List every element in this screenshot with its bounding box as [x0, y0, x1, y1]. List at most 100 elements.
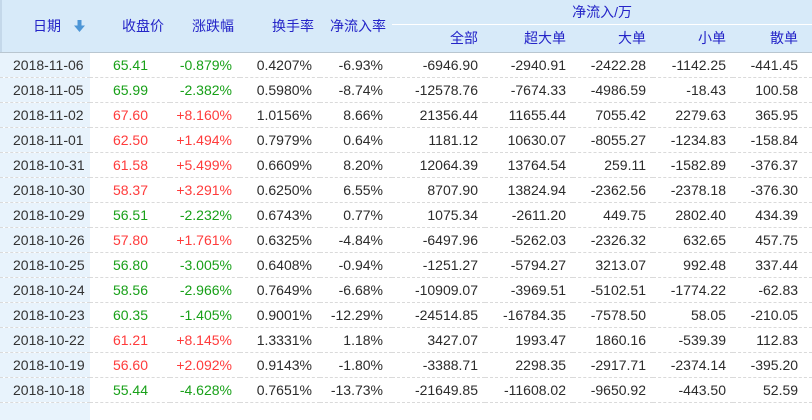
cell-all: -21649.85 [392, 376, 485, 402]
column-header-small: 小单 [653, 24, 733, 53]
cell-scattered: -376.30 [733, 176, 812, 202]
cell-turnover: 0.7649% [240, 276, 320, 302]
cell-large: -8055.27 [573, 126, 653, 152]
cell-change: -0.879% [170, 52, 240, 77]
cell-large: -2362.56 [573, 176, 653, 202]
column-header-all: 全部 [392, 24, 485, 53]
cell-large [573, 401, 653, 420]
table-row: 2018-10-25 56.80 -3.005% 0.6408% -0.94% … [0, 251, 812, 277]
column-group-net-inflow: 净流入/万 [392, 0, 812, 25]
table-row-partial [0, 401, 812, 420]
cell-large: -2917.71 [573, 351, 653, 377]
cell-all: -10909.07 [392, 276, 485, 302]
cell-change [170, 401, 240, 420]
cell-super-large: -2940.91 [485, 52, 573, 77]
cell-all: 3427.07 [392, 326, 485, 352]
cell-large: 7055.42 [573, 101, 653, 127]
table-row: 2018-10-31 61.58 +5.499% 0.6609% 8.20% 1… [0, 151, 812, 177]
cell-inflow-rate: 8.66% [320, 101, 392, 127]
cell-small: -1774.22 [653, 276, 733, 302]
header-left-edge [0, 0, 2, 52]
cell-change: +1.761% [170, 226, 240, 252]
table-body: 2018-11-06 65.41 -0.879% 0.4207% -6.93% … [0, 52, 812, 420]
cell-change: +5.499% [170, 151, 240, 177]
cell-large: 259.11 [573, 151, 653, 177]
cell-turnover: 0.6743% [240, 201, 320, 227]
cell-turnover: 0.6408% [240, 251, 320, 277]
cell-super-large: 13764.54 [485, 151, 573, 177]
cell-small: 632.65 [653, 226, 733, 252]
cell-inflow-rate: -1.80% [320, 351, 392, 377]
cell-turnover: 1.3331% [240, 326, 320, 352]
cell-inflow-rate: 0.64% [320, 126, 392, 152]
cell-close: 61.58 [90, 151, 170, 177]
column-header-date[interactable]: 日期 [0, 0, 90, 53]
cell-change: -2.966% [170, 276, 240, 302]
cell-scattered: -210.05 [733, 301, 812, 327]
cell-small: 2802.40 [653, 201, 733, 227]
table-row: 2018-10-26 57.80 +1.761% 0.6325% -4.84% … [0, 226, 812, 252]
column-header-super-large: 超大单 [485, 24, 573, 53]
cell-small: -2378.18 [653, 176, 733, 202]
cell-super-large: 2298.35 [485, 351, 573, 377]
cell-close: 58.37 [90, 176, 170, 202]
cell-change: +2.092% [170, 351, 240, 377]
cell-date: 2018-11-02 [0, 101, 90, 127]
cell-date: 2018-10-31 [0, 151, 90, 177]
cell-date: 2018-10-22 [0, 326, 90, 352]
column-header-inflow-rate: 净流入率 [320, 0, 392, 53]
cell-date: 2018-10-30 [0, 176, 90, 202]
cell-all: 21356.44 [392, 101, 485, 127]
cell-large: 3213.07 [573, 251, 653, 277]
cell-all: -6497.96 [392, 226, 485, 252]
table-row: 2018-11-02 67.60 +8.160% 1.0156% 8.66% 2… [0, 101, 812, 127]
cell-all: -3388.71 [392, 351, 485, 377]
cell-super-large [485, 401, 573, 420]
cell-scattered: 434.39 [733, 201, 812, 227]
table-row: 2018-11-06 65.41 -0.879% 0.4207% -6.93% … [0, 52, 812, 77]
cell-small: -18.43 [653, 76, 733, 102]
cell-small: 58.05 [653, 301, 733, 327]
cell-close: 55.44 [90, 376, 170, 402]
cell-super-large: -11608.02 [485, 376, 573, 402]
table-row: 2018-10-19 56.60 +2.092% 0.9143% -1.80% … [0, 351, 812, 377]
cell-all: -24514.85 [392, 301, 485, 327]
cell-change: -2.232% [170, 201, 240, 227]
cell-large: 449.75 [573, 201, 653, 227]
cell-turnover: 0.9143% [240, 351, 320, 377]
cell-inflow-rate: 1.18% [320, 326, 392, 352]
cell-turnover: 0.4207% [240, 52, 320, 77]
cell-super-large: 13824.94 [485, 176, 573, 202]
cell-close: 56.51 [90, 201, 170, 227]
table-row: 2018-10-23 60.35 -1.405% 0.9001% -12.29%… [0, 301, 812, 327]
cell-large: -7578.50 [573, 301, 653, 327]
cell-change: -1.405% [170, 301, 240, 327]
date-header-label: 日期 [33, 17, 61, 34]
cell-super-large: -16784.35 [485, 301, 573, 327]
cell-super-large: -7674.33 [485, 76, 573, 102]
cell-close: 56.60 [90, 351, 170, 377]
cell-inflow-rate: 8.20% [320, 151, 392, 177]
cell-change: +8.160% [170, 101, 240, 127]
cell-super-large: -2611.20 [485, 201, 573, 227]
cell-date: 2018-11-01 [0, 126, 90, 152]
cell-turnover: 0.7651% [240, 376, 320, 402]
cell-small: 2279.63 [653, 101, 733, 127]
cell-change: +8.145% [170, 326, 240, 352]
cell-inflow-rate: -13.73% [320, 376, 392, 402]
cell-close: 62.50 [90, 126, 170, 152]
cell-super-large: -5794.27 [485, 251, 573, 277]
cell-close: 65.99 [90, 76, 170, 102]
column-header-large: 大单 [573, 24, 653, 53]
cell-scattered: 457.75 [733, 226, 812, 252]
cell-scattered: 365.95 [733, 101, 812, 127]
cell-inflow-rate: -0.94% [320, 251, 392, 277]
cell-large: -4986.59 [573, 76, 653, 102]
table-row: 2018-10-22 61.21 +8.145% 1.3331% 1.18% 3… [0, 326, 812, 352]
cell-date: 2018-11-06 [0, 52, 90, 77]
cell-small [653, 401, 733, 420]
cell-close: 60.35 [90, 301, 170, 327]
cell-close: 56.80 [90, 251, 170, 277]
cell-inflow-rate: 6.55% [320, 176, 392, 202]
cell-super-large: 11655.44 [485, 101, 573, 127]
